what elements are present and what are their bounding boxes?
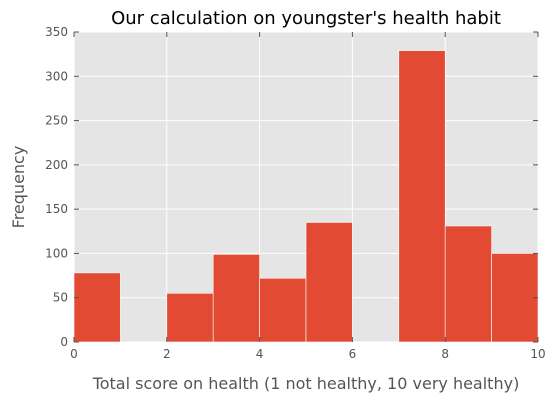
y-tick-labels: 0 50 100 150 200 250 300 350: [45, 25, 68, 349]
histogram-bar: [166, 292, 214, 343]
x-axis-label: Total score on health (1 not healthy, 10…: [92, 374, 520, 393]
y-tick-label: 100: [45, 246, 68, 260]
histogram-bar: [259, 277, 307, 343]
y-tick-label: 0: [60, 335, 68, 349]
y-axis-label: Frequency: [9, 146, 28, 229]
x-tick-label: 8: [441, 347, 449, 361]
tick-marks: [73, 31, 539, 343]
y-tick-label: 300: [45, 69, 68, 83]
y-tick-label: 350: [45, 25, 68, 39]
x-tick-label: 0: [70, 347, 78, 361]
histogram-bar: [398, 50, 446, 343]
histogram-bar: [444, 225, 492, 343]
histogram-bar: [73, 272, 121, 343]
y-tick-label: 250: [45, 114, 68, 128]
x-tick-labels: 0 2 4 6 8 10: [70, 347, 545, 361]
x-tick-label: 4: [256, 347, 264, 361]
x-tick-label: 6: [349, 347, 357, 361]
grid-lines: [73, 31, 539, 343]
x-tick-label: 2: [163, 347, 171, 361]
histogram-bar: [491, 253, 539, 343]
histogram-bars: [73, 50, 539, 343]
chart-title: Our calculation on youngster's health ha…: [111, 8, 501, 29]
y-tick-label: 150: [45, 202, 68, 216]
y-tick-label: 200: [45, 158, 68, 172]
y-tick-label: 50: [53, 291, 68, 305]
histogram-bar: [212, 254, 260, 343]
x-tick-label: 10: [530, 347, 545, 361]
histogram-bar: [305, 222, 353, 343]
